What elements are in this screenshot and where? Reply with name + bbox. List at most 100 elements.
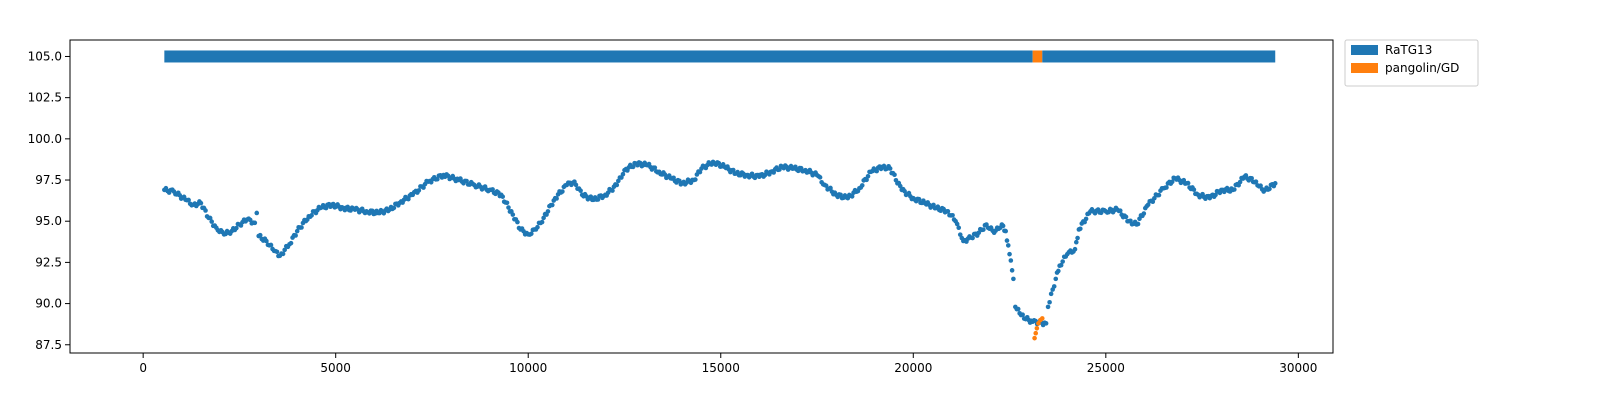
data-point [207, 215, 213, 221]
data-point [252, 220, 258, 226]
data-point [897, 183, 903, 189]
data-point [652, 165, 658, 170]
data-point [1237, 179, 1243, 185]
data-point [1005, 243, 1011, 248]
data-point [1032, 335, 1037, 341]
data-point [874, 168, 880, 174]
data-point [630, 164, 636, 170]
data-point [506, 205, 511, 210]
data-point [274, 249, 280, 255]
data-point [1051, 284, 1057, 289]
legend-entry: RaTG13 [1351, 43, 1432, 57]
data-point [1048, 291, 1054, 297]
data-point [610, 188, 615, 193]
data-point [693, 177, 698, 182]
data-point [1083, 216, 1089, 222]
data-point [730, 167, 736, 173]
data-point [620, 171, 626, 177]
data-point [1141, 211, 1147, 216]
data-point [697, 169, 703, 175]
data-point [865, 173, 871, 179]
data-point [435, 176, 440, 182]
data-point [1004, 238, 1010, 243]
data-point [186, 197, 191, 203]
data-point [198, 200, 204, 206]
data-point [510, 212, 516, 217]
data-point [515, 219, 520, 225]
legend-entry: pangolin/GD [1351, 61, 1459, 75]
legend: RaTG13 pangolin/GD [1344, 39, 1479, 87]
x-tick-label: 5000 [320, 361, 351, 375]
data-point [578, 188, 583, 193]
y-tick-label: 100.0 [28, 132, 62, 146]
data-point [280, 251, 286, 257]
data-point [421, 185, 426, 190]
data-point [1253, 179, 1259, 184]
data-point [1072, 246, 1078, 252]
series-1-points [1032, 316, 1045, 341]
data-point [416, 188, 422, 193]
data-point [1213, 192, 1218, 198]
data-point [1009, 268, 1015, 273]
data-point [254, 210, 260, 216]
data-point [406, 196, 411, 202]
bar-segment-1 [1032, 50, 1043, 63]
data-point [549, 202, 555, 208]
x-tick-label: 0 [139, 361, 147, 375]
data-point [268, 242, 274, 248]
data-point [234, 225, 239, 231]
legend-box [1344, 39, 1479, 87]
data-point [282, 247, 287, 253]
x-tick-label: 10000 [509, 361, 547, 375]
y-tick-label: 102.5 [28, 91, 62, 105]
data-point [1073, 239, 1079, 245]
data-point [293, 233, 298, 238]
bar-segment-0 [164, 50, 1033, 63]
data-point [294, 228, 300, 234]
data-point [504, 200, 510, 206]
data-point [288, 240, 294, 246]
legend-label: pangolin/GD [1385, 61, 1459, 75]
data-point [1169, 179, 1175, 185]
data-points [162, 159, 1278, 341]
data-point [1020, 312, 1025, 317]
data-point [1060, 259, 1065, 264]
data-point [945, 209, 951, 214]
legend-entries: RaTG13 pangolin/GD [1351, 43, 1459, 75]
data-point [1000, 223, 1006, 229]
bar-segment-2 [1042, 50, 1276, 63]
x-tick-label: 20000 [894, 361, 932, 375]
data-point [902, 188, 907, 194]
data-point [892, 172, 897, 178]
series-0-points [162, 159, 1278, 328]
data-point [539, 219, 545, 225]
data-point [209, 219, 215, 224]
data-point [1058, 262, 1064, 268]
data-point [257, 232, 263, 238]
data-point [1232, 187, 1237, 192]
y-tick-label: 105.0 [28, 49, 62, 63]
y-axis-ticks: 87.5 90.0 92.5 95.0 97.5 100.0 102.5 105.0 [28, 49, 70, 352]
y-tick-label: 90.0 [35, 297, 62, 311]
data-point [1249, 176, 1254, 181]
data-point [1033, 330, 1039, 336]
data-point [264, 238, 269, 244]
data-point [1053, 276, 1059, 282]
data-point [1039, 316, 1045, 321]
x-tick-label: 25000 [1087, 361, 1125, 375]
data-point [970, 235, 975, 241]
data-point [1043, 321, 1049, 326]
data-point [1003, 228, 1008, 234]
data-point [954, 221, 960, 227]
data-point [203, 208, 208, 213]
data-point [1045, 304, 1051, 310]
data-point [1123, 214, 1129, 220]
data-point [864, 177, 869, 183]
data-point [1011, 276, 1016, 282]
data-point [1078, 226, 1083, 232]
data-point [1152, 195, 1157, 201]
data-point [1008, 258, 1014, 263]
data-point [1075, 235, 1080, 241]
data-point [1056, 268, 1061, 274]
data-point [1015, 306, 1021, 312]
